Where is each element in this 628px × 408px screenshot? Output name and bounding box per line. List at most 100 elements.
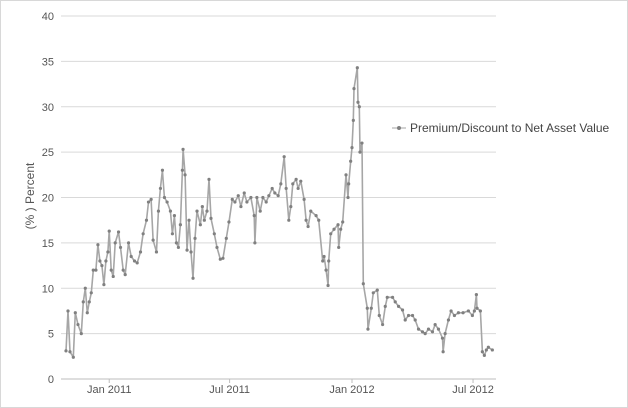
data-point[interactable] [396, 304, 401, 308]
data-point[interactable] [66, 309, 70, 313]
data-point[interactable] [371, 291, 375, 295]
data-point[interactable] [91, 268, 95, 272]
data-point[interactable] [158, 186, 163, 191]
data-point[interactable] [366, 327, 370, 331]
data-point[interactable] [245, 200, 249, 204]
data-point[interactable] [329, 232, 333, 236]
data-point[interactable] [466, 309, 470, 313]
data-point[interactable] [430, 330, 435, 334]
data-point[interactable] [337, 245, 341, 250]
data-point[interactable] [291, 182, 295, 186]
data-point[interactable] [267, 194, 271, 198]
data-point[interactable] [490, 348, 494, 352]
data-point[interactable] [270, 186, 274, 191]
data-point[interactable] [181, 147, 185, 152]
data-point[interactable] [322, 254, 326, 259]
data-point[interactable] [309, 209, 313, 213]
data-point[interactable] [126, 241, 131, 245]
data-point[interactable] [230, 197, 234, 201]
data-point[interactable] [141, 232, 145, 236]
data-point[interactable] [390, 295, 395, 299]
data-point[interactable] [189, 250, 193, 254]
data-point[interactable] [73, 311, 77, 315]
data-point[interactable] [264, 200, 268, 204]
data-point[interactable] [446, 318, 451, 322]
data-point[interactable] [416, 327, 421, 331]
data-point[interactable] [299, 179, 303, 183]
data-point[interactable] [332, 227, 336, 231]
data-point[interactable] [426, 327, 431, 331]
data-point[interactable] [410, 313, 415, 318]
data-point[interactable] [350, 145, 354, 150]
data-point[interactable] [165, 200, 169, 204]
data-point[interactable] [478, 309, 482, 313]
data-point[interactable] [472, 309, 476, 313]
data-point[interactable] [94, 268, 98, 272]
data-point[interactable] [258, 209, 262, 213]
data-point[interactable] [68, 350, 72, 354]
data-point[interactable] [132, 259, 137, 263]
data-point[interactable] [121, 268, 125, 272]
data-point[interactable] [156, 209, 161, 213]
data-point[interactable] [239, 204, 243, 209]
data-point[interactable] [172, 214, 177, 218]
data-point[interactable] [64, 349, 68, 353]
data-point[interactable] [484, 348, 488, 352]
data-point[interactable] [296, 186, 300, 191]
data-point[interactable] [360, 141, 364, 145]
data-point[interactable] [253, 241, 257, 245]
data-point[interactable] [104, 259, 108, 263]
data-point[interactable] [385, 295, 389, 299]
data-point[interactable] [352, 87, 356, 91]
data-point[interactable] [282, 155, 286, 159]
data-point[interactable] [449, 309, 453, 313]
data-point[interactable] [83, 286, 87, 290]
data-point[interactable] [144, 218, 149, 222]
data-point[interactable] [289, 204, 293, 209]
data-point[interactable] [406, 313, 411, 318]
data-point[interactable] [138, 250, 143, 254]
data-point[interactable] [123, 273, 127, 277]
data-point[interactable] [154, 250, 159, 254]
data-point[interactable] [87, 300, 91, 304]
data-point[interactable] [212, 232, 216, 236]
data-point[interactable] [375, 288, 379, 292]
data-point[interactable] [109, 268, 113, 272]
data-point[interactable] [355, 66, 359, 70]
data-point[interactable] [168, 209, 173, 213]
data-point[interactable] [113, 241, 117, 245]
data-point[interactable] [174, 241, 179, 245]
data-point[interactable] [413, 318, 417, 322]
data-point[interactable] [306, 224, 310, 229]
data-point[interactable] [339, 227, 343, 231]
data-point[interactable] [218, 257, 222, 261]
data-point[interactable] [79, 332, 83, 336]
data-point[interactable] [393, 300, 397, 304]
data-point[interactable] [205, 209, 209, 213]
data-point[interactable] [304, 218, 308, 222]
data-point[interactable] [193, 236, 197, 240]
data-point[interactable] [461, 311, 465, 315]
data-point[interactable] [261, 195, 265, 200]
data-point[interactable] [361, 282, 365, 286]
data-point[interactable] [100, 263, 104, 268]
data-point[interactable] [76, 322, 80, 327]
data-point[interactable] [284, 186, 288, 191]
data-point[interactable] [207, 177, 211, 181]
data-point[interactable] [118, 245, 123, 250]
data-point[interactable] [273, 191, 277, 195]
data-point[interactable] [314, 214, 318, 218]
data-point[interactable] [170, 232, 175, 236]
data-point[interactable] [249, 195, 253, 200]
data-point[interactable] [474, 293, 478, 297]
data-point[interactable] [151, 238, 155, 242]
data-point[interactable] [380, 322, 385, 327]
data-point[interactable] [183, 173, 187, 177]
data-point[interactable] [351, 118, 355, 122]
data-point[interactable] [215, 245, 219, 250]
data-point[interactable] [341, 220, 345, 224]
data-point[interactable] [441, 350, 445, 354]
data-point[interactable] [224, 236, 228, 240]
data-point[interactable] [383, 304, 387, 308]
data-point[interactable] [486, 345, 490, 349]
